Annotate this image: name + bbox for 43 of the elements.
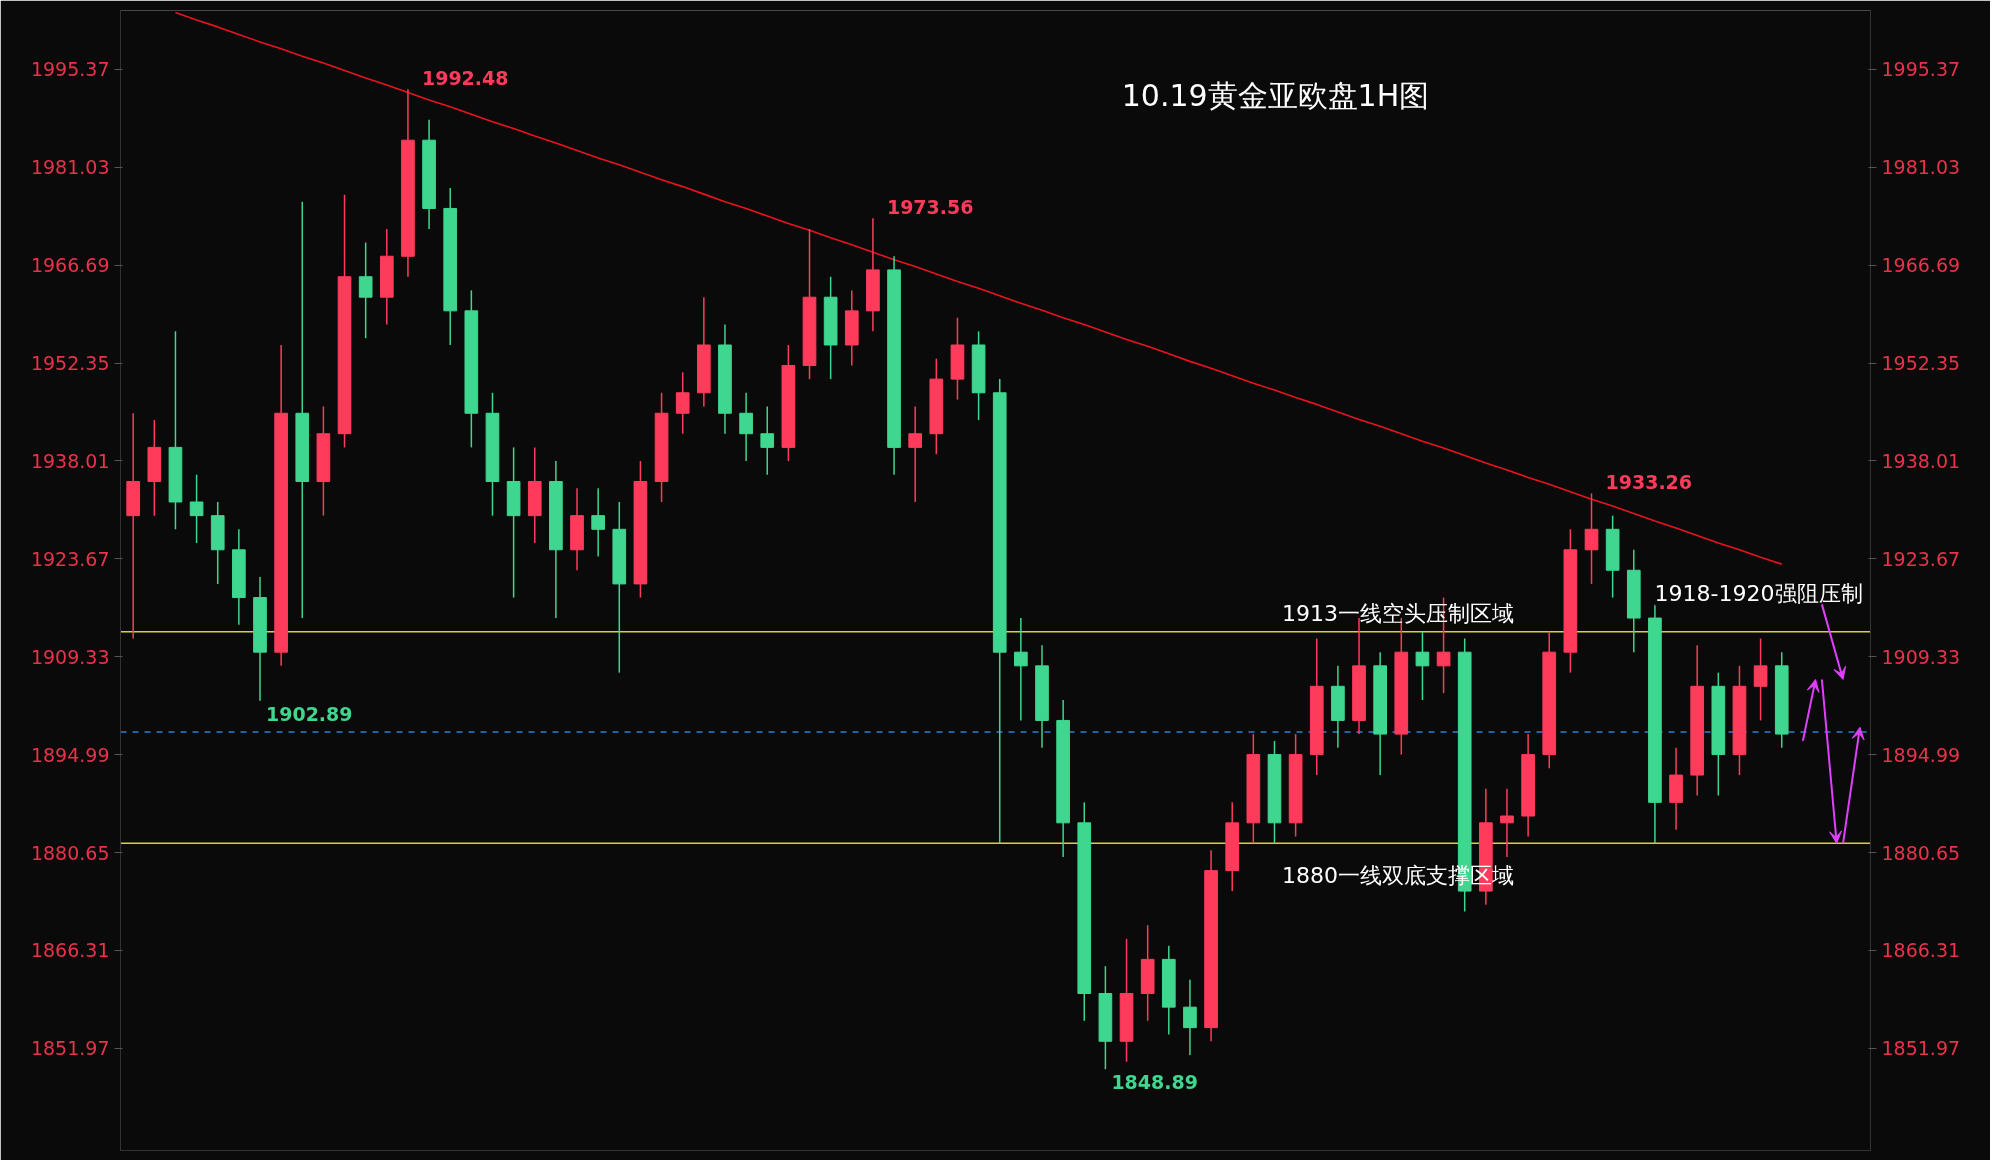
y-tick-label: 1866.31 — [30, 939, 110, 962]
annotation: 1973.56 — [886, 196, 974, 219]
candlestick — [1183, 979, 1197, 1056]
y2-tick-label: 1981.03 — [1881, 156, 1961, 179]
y-tick-label: 1938.01 — [30, 449, 110, 472]
candlestick — [675, 371, 690, 435]
annotation: 1918-1920强阻压制 — [1654, 580, 1863, 606]
candlestick — [739, 392, 753, 462]
candlestick — [760, 405, 775, 476]
y-tick-label: 1966.69 — [30, 254, 110, 277]
candlestick — [591, 487, 605, 558]
y2-tick-label: 1851.97 — [1881, 1037, 1961, 1060]
y-tick-label: 1909.33 — [30, 645, 110, 668]
y2-tick-label: 1866.31 — [1881, 939, 1961, 962]
y-tick-label: 1952.35 — [30, 352, 110, 375]
line-series — [174, 11, 1783, 565]
text: 10.19黄金亚欧盘1H图 — [1121, 78, 1430, 114]
y-tick-label: 1851.97 — [30, 1037, 110, 1060]
annotation: 1992.48 — [421, 67, 509, 90]
y2-tick-label: 1880.65 — [1881, 841, 1961, 864]
y2-tick-label: 1894.99 — [1881, 743, 1961, 766]
y-tick-label: 1923.67 — [30, 547, 110, 570]
candlestick — [1584, 492, 1599, 585]
annotation: 1902.89 — [265, 702, 353, 725]
candlestick — [358, 241, 373, 339]
annotation: 1848.89 — [1111, 1071, 1198, 1094]
y-tick-label: 1880.65 — [30, 841, 110, 864]
candlestick — [1753, 637, 1768, 722]
annotation: 1933.26 — [1605, 471, 1693, 494]
y2-tick-label: 1995.37 — [1881, 58, 1961, 81]
y-tick-label: 1894.99 — [30, 743, 110, 766]
y2-tick-label: 1909.33 — [1881, 645, 1961, 668]
y-tick-label: 1981.03 — [30, 156, 110, 179]
candlestick — [908, 405, 923, 503]
y2-tick-label: 1966.69 — [1881, 254, 1961, 277]
y2-tick-label: 1923.67 — [1881, 547, 1961, 570]
candlestick — [1415, 630, 1430, 701]
y2-tick-label: 1938.01 — [1881, 449, 1961, 472]
y2-tick-label: 1952.35 — [1881, 352, 1961, 375]
candlestick — [1014, 617, 1028, 722]
candlestick — [1500, 787, 1514, 858]
candlestick — [189, 473, 204, 544]
y-tick-label: 1995.37 — [30, 58, 110, 81]
